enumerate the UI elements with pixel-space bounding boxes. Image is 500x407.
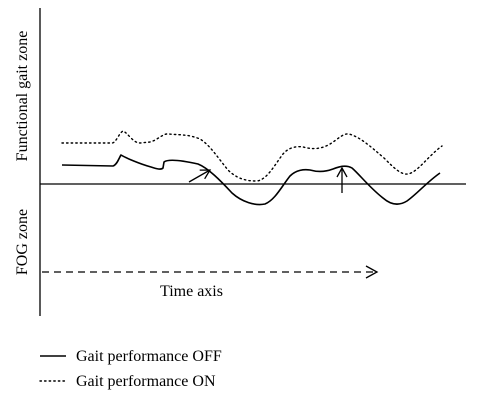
legend-on-label: Gait performance ON [76,373,216,390]
transition-arrow-1 [188,169,212,183]
time-axis-label: Time axis [160,283,223,300]
functional-gait-zone-label: Functional gait zone [14,31,31,162]
legend: Gait performance OFF Gait performance ON [39,348,222,390]
legend-off-label: Gait performance OFF [76,348,222,365]
gait-off-curve [61,154,441,206]
fog-zone-label: FOG zone [14,209,31,275]
time-axis-arrowhead [365,265,379,279]
gait-on-curve [61,130,443,182]
